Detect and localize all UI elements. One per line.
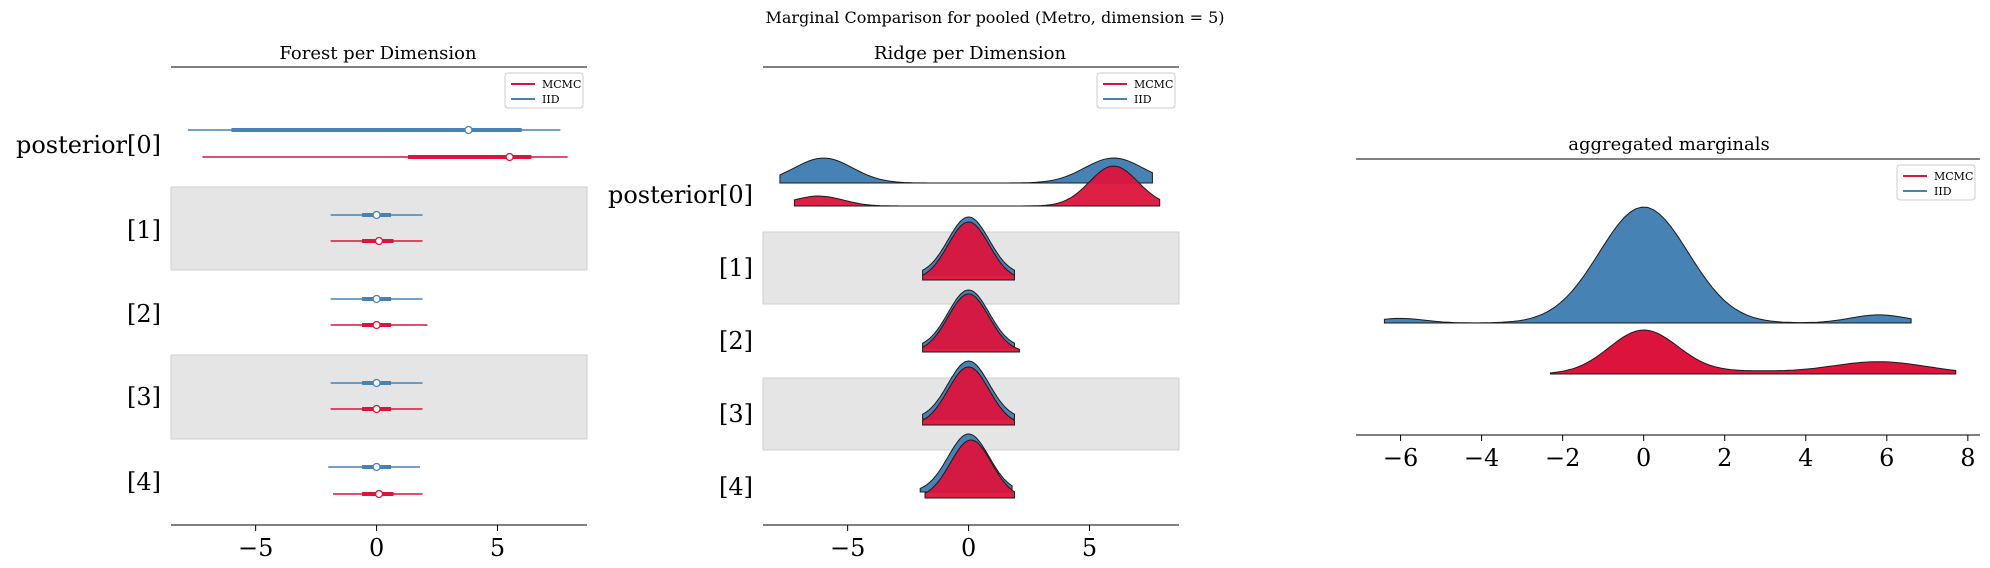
aggregated-xtick-label: 6 — [1879, 444, 1894, 472]
aggregated-density-iid — [1383, 206, 1912, 324]
forest-point-mcmc — [374, 236, 384, 246]
forest-point-mcmc — [372, 404, 381, 414]
ridge-panel-title: Ridge per Dimension — [874, 43, 1067, 64]
forest-row-band — [170, 186, 588, 271]
forest-row-label: posterior[0] — [16, 131, 161, 159]
forest-xtick-label: 0 — [369, 534, 384, 562]
aggregated-xtick-label: −2 — [1545, 444, 1580, 472]
ridge-row-label: [3] — [719, 400, 753, 428]
ridge-density-mcmc — [922, 221, 1015, 281]
ridge-row-label: [4] — [719, 473, 753, 501]
ridge-legend-label-iid: IID — [1134, 93, 1152, 106]
ridge-legend-label-mcmc: MCMC — [1134, 78, 1173, 91]
ridge-density-mcmc — [922, 366, 1015, 426]
aggregated-xtick-label: 8 — [1960, 444, 1975, 472]
forest-legend-label-mcmc: MCMC — [542, 78, 581, 91]
forest-point-iid — [372, 462, 381, 472]
ridge-xtick-label: 5 — [1082, 534, 1097, 562]
aggregated-xtick-label: −6 — [1383, 444, 1418, 472]
forest-row-label: [4] — [127, 468, 161, 496]
aggregated-panel-title: aggregated marginals — [1568, 134, 1769, 155]
ridge-row-label: posterior[0] — [608, 181, 753, 209]
ridge-xtick-label: −5 — [830, 534, 865, 562]
forest-point-iid — [464, 125, 473, 135]
aggregated-panel: aggregated marginals −6 −4 −2 0 2 4 6 8 MCMC IID — [1356, 134, 1980, 472]
forest-point-mcmc — [372, 320, 381, 330]
forest-panel: Forest per Dimension posterior[0] [1] [2] [… — [16, 43, 588, 562]
forest-row-label: [2] — [127, 300, 161, 328]
forest-xtick-label: −5 — [238, 534, 273, 562]
forest-point-iid — [372, 294, 381, 304]
aggregated-density-mcmc — [1550, 329, 1957, 375]
figure-suptitle: Marginal Comparison for pooled (Metro, d… — [765, 8, 1224, 27]
ridge-row-label: [1] — [719, 254, 753, 282]
ridge-density-mcmc — [924, 439, 1015, 499]
aggregated-xtick-label: −4 — [1464, 444, 1499, 472]
ridge-density-mcmc — [793, 165, 1161, 207]
ridge-xtick-label: 0 — [961, 534, 976, 562]
forest-row-band — [170, 354, 588, 440]
forest-legend-label-iid: IID — [542, 93, 560, 106]
forest-point-mcmc — [505, 152, 514, 162]
ridge-density-mcmc — [922, 293, 1020, 353]
forest-point-iid — [372, 378, 381, 388]
forest-row-label: [3] — [127, 383, 161, 411]
forest-point-mcmc — [374, 489, 384, 499]
forest-point-iid — [372, 210, 381, 220]
forest-panel-title: Forest per Dimension — [279, 43, 477, 64]
aggregated-legend-label-iid: IID — [1934, 185, 1952, 198]
forest-row-label: [1] — [127, 216, 161, 244]
aggregated-xtick-label: 4 — [1798, 444, 1813, 472]
aggregated-legend-label-mcmc: MCMC — [1934, 170, 1973, 183]
ridge-row-label: [2] — [719, 327, 753, 355]
aggregated-xtick-label: 2 — [1717, 444, 1732, 472]
ridge-panel: Ridge per Dimension posterior[0] [1] [2] [3… — [608, 43, 1180, 562]
forest-xtick-label: 5 — [490, 534, 505, 562]
aggregated-xtick-label: 0 — [1636, 444, 1651, 472]
